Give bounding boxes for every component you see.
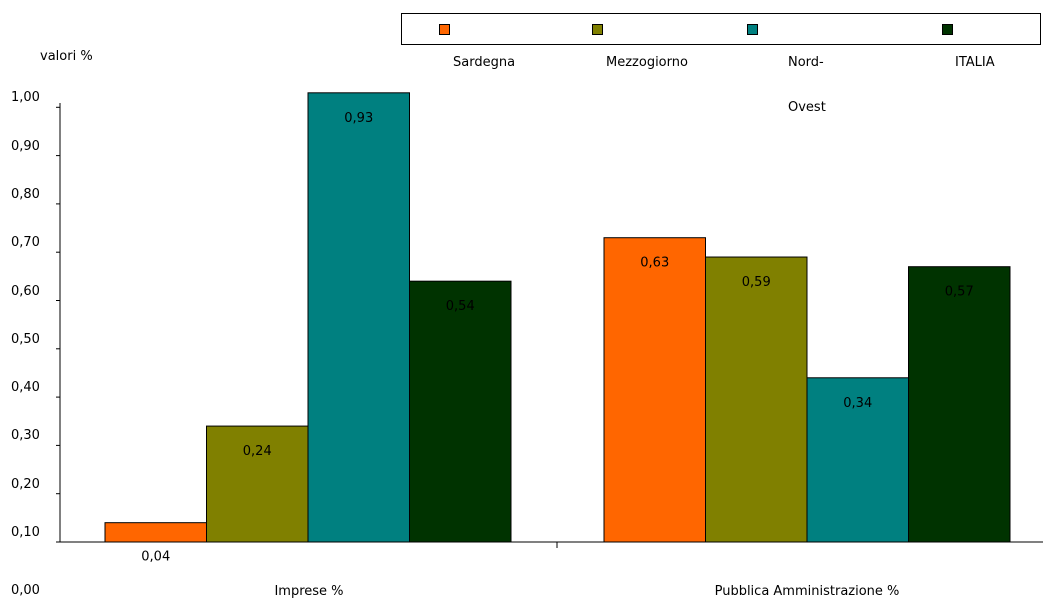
legend-swatch-italia [942,24,953,35]
y-tick-label: 0,10 [11,525,40,540]
y-tick-label: 0,90 [11,138,40,154]
x-category-label-imprese: Imprese % [274,584,344,599]
y-tick-label: 0,50 [11,331,40,347]
data-label: 0,34 [843,396,872,411]
y-tick-label: 0,60 [11,283,40,299]
data-label: 0,63 [640,256,669,271]
legend-swatch-nord-ovest [747,24,758,35]
legend-label-mezzogiorno: Mezzogiorno [606,55,688,70]
bar-2-1 [806,377,909,543]
y-axis-label: valori % [40,49,93,64]
data-label: 0,24 [243,444,272,459]
data-label: 0,54 [446,299,475,314]
y-tick-label: 1,00 [11,90,40,106]
bar-1-1 [705,256,808,543]
bar-1-0 [206,425,309,543]
bar-3-1 [908,266,1011,543]
legend-label-sardegna: Sardegna [453,55,516,70]
data-label: 0,57 [945,285,974,300]
bar-0-0 [104,522,207,543]
x-category-label-pubblica-amministrazione: Pubblica Amministrazione % [714,584,900,599]
data-label: 0,04 [141,550,170,565]
y-tick-label: 0,80 [11,186,40,202]
legend-label-nord-ovest-line1: Nord- [788,55,824,70]
bar-3-0 [409,280,512,543]
y-tick-label: 0,30 [11,428,40,444]
y-tick-label: 0,70 [11,235,40,251]
legend-swatch-sardegna [439,24,450,35]
data-label: 0,59 [742,275,771,290]
bar-2-0 [307,92,410,543]
y-tick-label: 0,00 [11,583,40,598]
legend-label-italia: ITALIA [955,55,995,70]
y-tick-label: 0,20 [11,476,40,492]
y-tick-label: 0,40 [11,380,40,396]
bar-0-1 [603,237,706,543]
legend-box [401,13,1041,45]
data-label: 0,93 [344,111,373,126]
legend-label-nord-ovest-line2: Ovest [788,100,826,115]
legend-swatch-mezzogiorno [592,24,603,35]
